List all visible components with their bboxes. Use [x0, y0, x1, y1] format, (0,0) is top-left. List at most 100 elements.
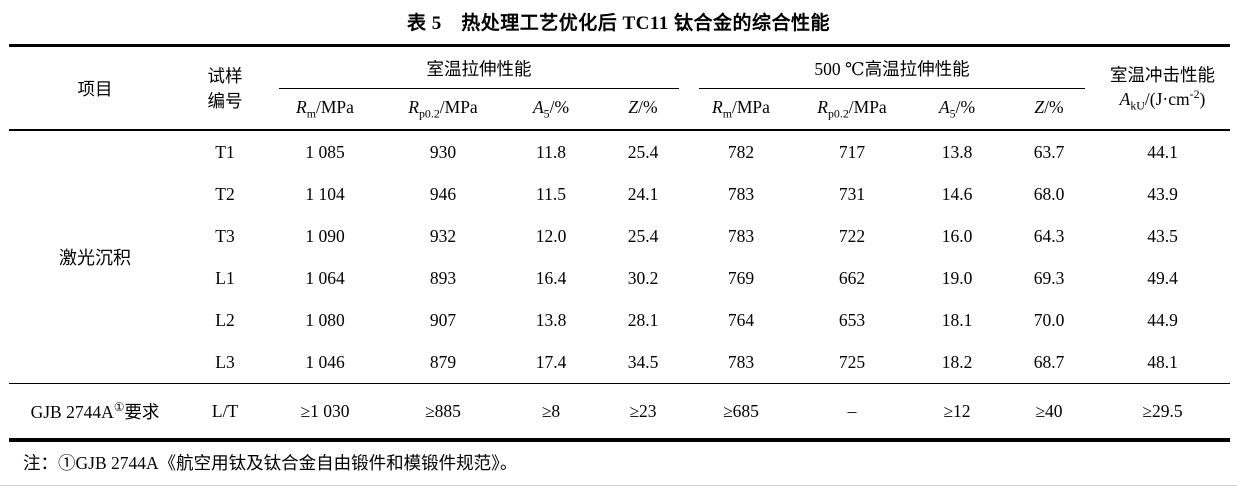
cell-ht-rm: 783 — [727, 351, 755, 372]
cell-rt-z: ≥23 — [629, 400, 657, 421]
cell-impact: 43.9 — [1147, 183, 1178, 204]
header-item: 项目 — [77, 78, 113, 99]
header-row-groups: 项目 试样 编号 室温拉伸性能 500 ℃高温拉伸性能 室温冲击性能 AkU/(… — [9, 46, 1230, 113]
column-header-rt-a5: A5/% — [532, 96, 570, 121]
cell-ht-a5: 18.2 — [941, 351, 973, 372]
cell-impact: ≥29.5 — [1142, 400, 1183, 421]
cell-rt-rp02: 946 — [429, 183, 457, 204]
cell-impact: 48.1 — [1147, 351, 1178, 372]
cell-ht-rm: 783 — [727, 225, 755, 246]
cell-ht-rp02: 717 — [838, 141, 866, 162]
requirement-section: GJB 2744A①要求 L/T ≥1 030 ≥885 ≥8 ≥23 ≥685… — [9, 383, 1231, 441]
cell-ht-a5: 14.6 — [941, 183, 973, 204]
column-header-ht-rm: Rm/MPa — [712, 96, 770, 121]
cell-ht-rp02: 725 — [838, 351, 866, 372]
header-group-room-temp-tensile: 室温拉伸性能 — [269, 46, 689, 89]
cell-ht-rm: 783 — [727, 183, 755, 204]
table-body: 激光沉积 T1 1 085 930 11.8 25.4 782 717 13.8… — [9, 130, 1230, 384]
sample-id: L1 — [215, 267, 235, 288]
table-row-t3: T3 1 090 932 12.0 25.4 783 722 16.0 64.3… — [9, 215, 1230, 257]
cell-ht-rm: ≥685 — [723, 400, 759, 421]
cell-ht-z: 68.7 — [1033, 351, 1065, 372]
column-header-rt-z: Z/% — [628, 96, 658, 117]
cell-impact: 44.1 — [1147, 141, 1178, 162]
cell-ht-rp02: 662 — [838, 267, 866, 288]
sample-id: L3 — [215, 351, 235, 372]
cell-rt-rp02: 932 — [429, 225, 457, 246]
table-row-l2: L2 1 080 907 13.8 28.1 764 653 18.1 70.0… — [9, 299, 1230, 341]
cell-rt-rp02: 879 — [429, 351, 457, 372]
cell-rt-z: 30.2 — [627, 267, 659, 288]
header-impact-formula: AkU/(J·cm-2) — [1119, 87, 1206, 113]
cell-ht-rm: 764 — [727, 309, 755, 330]
table-title: 表 5 热处理工艺优化后 TC11 钛合金的综合性能 — [406, 13, 831, 34]
column-header-ht-a5: A5/% — [938, 96, 976, 121]
cell-rt-a5: 11.5 — [536, 183, 566, 204]
cell-ht-rp02: 653 — [838, 309, 866, 330]
cell-ht-z: 68.0 — [1033, 183, 1065, 204]
cell-ht-z: 64.3 — [1033, 225, 1065, 246]
header-group-500c-tensile: 500 ℃高温拉伸性能 — [689, 46, 1095, 89]
table-row-l3: L3 1 046 879 17.4 34.5 783 725 18.2 68.7… — [9, 341, 1230, 384]
cell-rt-rm: 1 046 — [305, 351, 345, 372]
cell-ht-rm: 782 — [727, 141, 755, 162]
sample-id: L2 — [215, 309, 235, 330]
cell-ht-z: 70.0 — [1033, 309, 1065, 330]
cell-ht-rp02: – — [847, 400, 857, 421]
group-label-laser-deposition: 激光沉积 — [59, 248, 131, 268]
cell-rt-z: 25.4 — [627, 141, 659, 162]
cell-ht-rp02: 722 — [838, 225, 866, 246]
cell-rt-rm: 1 080 — [305, 309, 345, 330]
cell-impact: 49.4 — [1147, 267, 1178, 288]
table-header: 项目 试样 编号 室温拉伸性能 500 ℃高温拉伸性能 室温冲击性能 AkU/(… — [9, 46, 1231, 130]
cell-rt-rm: ≥1 030 — [300, 400, 350, 421]
cell-rt-a5: 16.4 — [535, 267, 567, 288]
cell-ht-a5: 16.0 — [941, 225, 973, 246]
cell-rt-rm: 1 090 — [305, 225, 345, 246]
cell-rt-rm: 1 104 — [305, 183, 345, 204]
column-header-ht-z: Z/% — [1034, 96, 1064, 117]
header-sample-line1: 试样 — [207, 66, 243, 86]
cell-ht-a5: 19.0 — [941, 267, 973, 288]
table-row-requirement: GJB 2744A①要求 L/T ≥1 030 ≥885 ≥8 ≥23 ≥685… — [9, 384, 1230, 441]
column-header-rt-rp02: Rp0.2/MPa — [408, 96, 478, 121]
cell-ht-z: 69.3 — [1033, 267, 1065, 288]
table-footnote: 注：①GJB 2744A《航空用钛及钛合金自由锻件和模锻件规范》。 — [23, 453, 518, 473]
properties-table: 项目 试样 编号 室温拉伸性能 500 ℃高温拉伸性能 室温冲击性能 AkU/(… — [9, 44, 1231, 442]
column-header-ht-rp02: Rp0.2/MPa — [817, 96, 887, 121]
sample-id: T3 — [215, 225, 235, 246]
cell-ht-z: ≥40 — [1035, 400, 1063, 421]
cell-impact: 43.5 — [1147, 225, 1178, 246]
header-impact-title: 室温冲击性能 — [1110, 65, 1216, 86]
cell-rt-a5: 17.4 — [535, 351, 567, 372]
cell-rt-a5: 11.8 — [536, 141, 566, 162]
cell-rt-z: 34.5 — [627, 351, 659, 372]
header-sample-line2: 编号 — [207, 91, 243, 111]
cell-ht-z: 63.7 — [1033, 141, 1065, 162]
requirement-label: GJB 2744A①要求 — [30, 399, 160, 422]
cell-rt-rm: 1 064 — [305, 267, 345, 288]
cell-ht-a5: 13.8 — [941, 141, 973, 162]
header-sample-number: 试样 编号 — [181, 46, 269, 131]
cell-rt-a5: 12.0 — [535, 225, 567, 246]
cell-ht-a5: ≥12 — [943, 400, 971, 421]
cell-rt-z: 24.1 — [627, 183, 659, 204]
cell-ht-a5: 18.1 — [941, 309, 973, 330]
cell-ht-rm: 769 — [727, 267, 755, 288]
cell-rt-z: 25.4 — [627, 225, 659, 246]
sample-id: T1 — [215, 141, 235, 162]
footnote-marker: ① — [113, 399, 125, 414]
cell-rt-rp02: 893 — [429, 267, 457, 288]
cell-rt-a5: ≥8 — [541, 400, 561, 421]
sample-id: T2 — [215, 183, 235, 204]
header-row-subcolumns: Rm/MPa Rp0.2/MPa A5/% Z/% Rm/MPa Rp0.2/M… — [9, 89, 1230, 130]
cell-impact: 44.9 — [1147, 309, 1178, 330]
cell-rt-z: 28.1 — [627, 309, 659, 330]
cell-rt-a5: 13.8 — [535, 309, 567, 330]
cell-rt-rp02: 907 — [429, 309, 457, 330]
header-impact: 室温冲击性能 AkU/(J·cm-2) — [1095, 46, 1230, 131]
cell-rt-rp02: ≥885 — [425, 400, 461, 421]
cell-ht-rp02: 731 — [838, 183, 866, 204]
table-row-t1: 激光沉积 T1 1 085 930 11.8 25.4 782 717 13.8… — [9, 130, 1230, 269]
